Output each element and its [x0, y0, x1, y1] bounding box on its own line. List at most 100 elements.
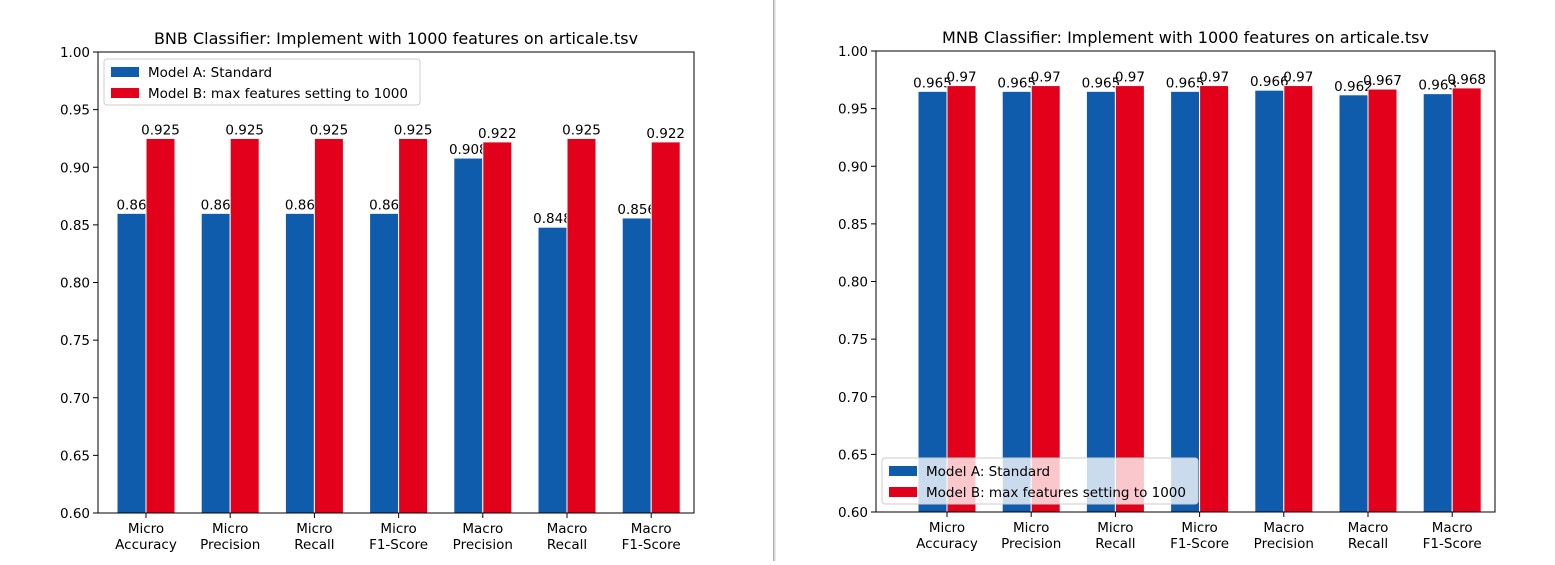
bar-value-label: 0.965: [1082, 75, 1121, 91]
bar-model-b: [313, 137, 344, 514]
x-tick-label-line: Micro: [1097, 520, 1133, 536]
bar-model-b: [482, 141, 513, 514]
y-tick-label: 1.00: [838, 44, 868, 60]
y-tick-label: 0.90: [60, 160, 90, 176]
x-tick-label-line: Precision: [1001, 536, 1061, 552]
bar-value-label: 0.962: [1334, 79, 1373, 95]
mnb-chart: MNB Classifier: Implement with 1000 feat…: [838, 28, 1496, 552]
bar-value-label: 0.86: [116, 197, 146, 213]
y-tick-label: 0.80: [838, 275, 868, 291]
x-tick-label-line: Recall: [547, 537, 587, 553]
bar-value-label: 0.856: [617, 202, 656, 218]
x-tick-label-line: Macro: [631, 521, 672, 537]
bar-model-a: [917, 90, 948, 513]
bar-model-a: [116, 212, 147, 514]
x-tick-label: Micro Accuracy: [115, 521, 177, 553]
bar-model-b: [566, 137, 597, 514]
bar-value-label: 0.966: [1250, 74, 1289, 90]
chart-title: BNB Classifier: Implement with 1000 feat…: [154, 29, 638, 48]
bar-model-a: [1001, 90, 1032, 513]
bnb-chart: BNB Classifier: Implement with 1000 feat…: [60, 29, 695, 553]
y-tick-label: 0.75: [838, 332, 868, 348]
x-tick-label: Macro Precision: [453, 521, 513, 553]
bar-value-label: 0.86: [285, 197, 315, 213]
x-tick-label-line: Macro: [1432, 520, 1473, 536]
bar-value-label: 0.922: [646, 126, 685, 142]
bar-value-label: 0.925: [225, 122, 264, 138]
bar-value-label: 0.97: [1115, 70, 1145, 86]
chart-title: MNB Classifier: Implement with 1000 feat…: [942, 28, 1429, 47]
bar-model-b: [145, 137, 176, 514]
bar-model-b: [398, 137, 429, 514]
x-tick-label: Macro Precision: [1254, 520, 1314, 552]
bar-model-b: [229, 137, 260, 514]
x-tick-label: Macro Recall: [1348, 520, 1389, 552]
x-tick-label-line: Macro: [1348, 520, 1389, 536]
y-tick-label: 0.95: [838, 102, 868, 118]
chart-legend: Model A: Standard Model B: max features s…: [881, 457, 1199, 505]
bar-model-b: [1199, 85, 1230, 513]
bnb-chart-panel: BNB Classifier: Implement with 1000 feat…: [0, 0, 775, 561]
bar-value-label: 0.925: [394, 122, 433, 138]
bar-model-a: [537, 226, 568, 514]
bar-value-label: 0.97: [1283, 70, 1313, 86]
legend-swatch: [111, 88, 139, 98]
bar-model-a: [1422, 93, 1453, 513]
bar-value-label: 0.848: [533, 211, 572, 227]
legend-swatch: [889, 487, 917, 497]
x-tick-label-line: Recall: [1348, 536, 1388, 552]
y-tick-label: 0.85: [838, 217, 868, 233]
y-tick-label: 0.90: [838, 159, 868, 175]
x-tick-label-line: Precision: [1254, 536, 1314, 552]
legend-swatch: [889, 466, 917, 476]
bar-model-a: [200, 212, 231, 514]
bar-model-a: [369, 212, 400, 514]
y-tick-label: 0.60: [838, 505, 868, 521]
x-tick-label-line: Micro: [1181, 520, 1217, 536]
x-tick-label-line: Micro: [296, 521, 332, 537]
x-tick-label: Micro Accuracy: [916, 520, 978, 552]
x-tick-label: Macro Recall: [547, 521, 588, 553]
bar-model-b: [650, 141, 681, 514]
bar-value-label: 0.965: [913, 75, 952, 91]
y-tick-label: 0.75: [60, 333, 90, 349]
legend-box: [103, 58, 421, 106]
bar-model-a: [1170, 90, 1201, 513]
legend-label: Model B: max features setting to 1000: [148, 86, 408, 102]
bar-value-label: 0.963: [1418, 78, 1457, 94]
x-tick-label-line: Macro: [462, 521, 503, 537]
x-tick-label-line: Micro: [1013, 520, 1049, 536]
bar-model-b: [1451, 87, 1482, 513]
y-tick-label: 0.95: [60, 103, 90, 119]
window-divider[interactable]: [773, 0, 776, 561]
x-tick-label: Micro Recall: [1095, 520, 1135, 552]
bar-model-b: [1030, 85, 1061, 513]
y-tick-label: 0.70: [60, 391, 90, 407]
legend-label: Model A: Standard: [926, 464, 1050, 480]
x-tick-label-line: Accuracy: [916, 536, 978, 552]
bar-value-label: 0.965: [997, 75, 1036, 91]
bar-value-label: 0.86: [201, 197, 231, 213]
x-tick-label-line: Precision: [453, 537, 513, 553]
bar-value-label: 0.86: [369, 197, 399, 213]
bar-model-b: [946, 85, 977, 513]
bar-value-label: 0.922: [478, 126, 517, 142]
bar-value-label: 0.925: [141, 122, 180, 138]
chart-legend: Model A: Standard Model B: max features s…: [103, 58, 421, 106]
bar-value-label: 0.97: [1031, 70, 1061, 86]
bar-model-a: [1338, 94, 1369, 513]
x-tick-label-line: F1-Score: [1423, 536, 1482, 552]
bar-model-a: [284, 212, 315, 514]
bar-model-b: [1283, 85, 1314, 513]
bar-value-label: 0.97: [1199, 70, 1229, 86]
bar-model-a: [453, 157, 484, 514]
x-tick-label-line: Precision: [200, 537, 260, 553]
bar-value-label: 0.967: [1363, 73, 1402, 89]
bar-value-label: 0.925: [310, 122, 349, 138]
x-tick-label-line: F1-Score: [369, 537, 428, 553]
bar-model-b: [1114, 85, 1145, 513]
y-tick-label: 0.70: [838, 390, 868, 406]
bar-model-b: [1367, 88, 1398, 513]
legend-swatch: [111, 67, 139, 77]
x-tick-label: Micro F1-Score: [369, 521, 428, 553]
